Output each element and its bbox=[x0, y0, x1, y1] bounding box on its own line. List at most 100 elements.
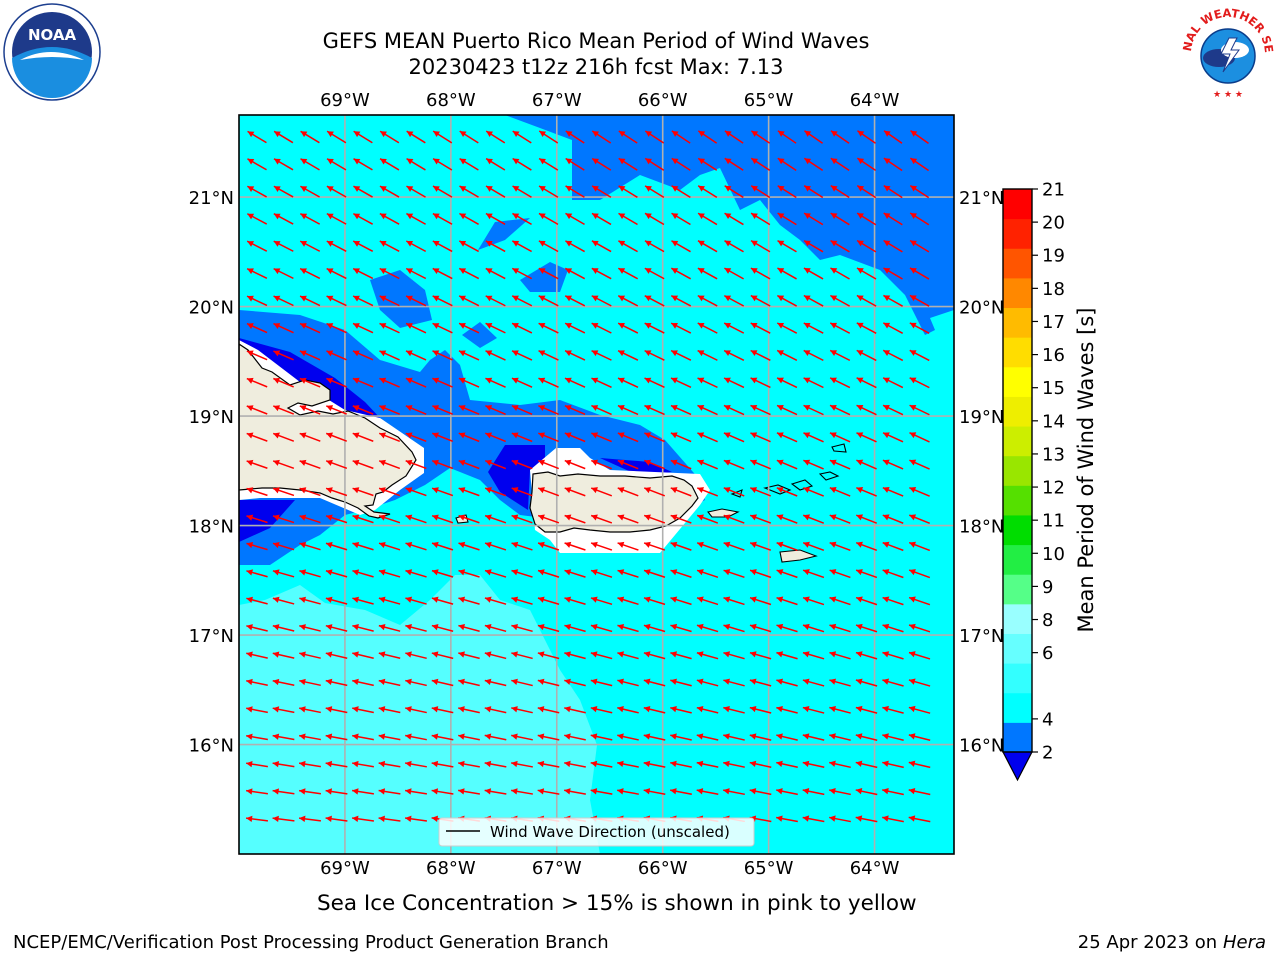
wind-arrow bbox=[829, 733, 851, 741]
lon-label-top: 64°W bbox=[850, 90, 900, 111]
colorbar-segment bbox=[1003, 366, 1032, 397]
wind-arrow bbox=[670, 733, 692, 741]
wind-arrow bbox=[246, 432, 268, 442]
wind-arrow bbox=[590, 514, 613, 524]
wind-arrow bbox=[644, 377, 665, 389]
wind-arrow bbox=[617, 487, 639, 497]
wind-arrow bbox=[643, 788, 666, 795]
wind-arrow bbox=[511, 514, 533, 524]
lon-label-top: 69°W bbox=[320, 90, 370, 111]
wind-arrow bbox=[351, 815, 375, 822]
map-frame bbox=[238, 114, 955, 855]
wind-arrow bbox=[484, 733, 507, 741]
wind-arrow bbox=[537, 651, 560, 660]
wind-arrow bbox=[723, 322, 745, 334]
wind-arrow bbox=[644, 349, 665, 361]
wind-arrow bbox=[723, 377, 745, 389]
wind-arrow bbox=[431, 651, 454, 660]
wind-arrow bbox=[326, 267, 347, 280]
wind-arrow bbox=[405, 624, 427, 632]
wind-arrow bbox=[538, 130, 559, 144]
colorbar-under-extension bbox=[1002, 751, 1033, 782]
wind-arrow bbox=[723, 514, 745, 524]
wind-arrow bbox=[855, 623, 878, 633]
wind-arrow bbox=[882, 432, 904, 443]
wind-arrow bbox=[564, 651, 586, 660]
wind-arrow bbox=[537, 760, 560, 768]
wind-arrow bbox=[590, 706, 613, 714]
wind-arrow bbox=[378, 733, 401, 741]
wind-arrow bbox=[272, 678, 295, 687]
wind-arrow bbox=[273, 130, 294, 144]
wind-arrow bbox=[856, 239, 877, 253]
noaa-logo: NOAA bbox=[3, 3, 101, 101]
wind-arrow bbox=[856, 267, 877, 280]
lon-label-bottom: 67°W bbox=[532, 858, 582, 879]
wind-arrow bbox=[830, 157, 850, 172]
wind-arrow bbox=[458, 760, 480, 768]
wind-arrow bbox=[353, 130, 373, 144]
wind-arrow bbox=[802, 651, 825, 660]
wind-arrow bbox=[830, 212, 850, 226]
wind-arrow bbox=[803, 349, 824, 362]
wind-arrow bbox=[405, 514, 427, 524]
wind-arrow bbox=[458, 514, 480, 524]
wind-arrow bbox=[326, 212, 347, 225]
wind-arrow bbox=[830, 185, 850, 199]
wind-arrow bbox=[325, 514, 348, 524]
wind-arrow bbox=[591, 185, 612, 198]
wind-arrow bbox=[882, 541, 904, 552]
wind-arrow bbox=[909, 404, 930, 416]
wind-arrow bbox=[670, 541, 692, 551]
wind-arrow bbox=[670, 596, 692, 606]
wind-arrow bbox=[855, 705, 878, 714]
wind-arrow bbox=[405, 487, 427, 497]
wind-arrow bbox=[485, 130, 506, 144]
wind-arrow bbox=[484, 623, 507, 633]
wind-arrow bbox=[299, 514, 321, 524]
wind-arrow bbox=[723, 705, 745, 714]
wind-arrow bbox=[777, 185, 797, 199]
wind-arrow bbox=[538, 322, 559, 334]
wind-arrow bbox=[591, 212, 612, 226]
wind-arrow bbox=[272, 788, 295, 795]
wind-arrow bbox=[538, 240, 559, 253]
wind-arrow bbox=[617, 733, 639, 741]
wind-arrow bbox=[618, 240, 638, 253]
wind-arrow bbox=[670, 377, 692, 389]
wind-arrow bbox=[804, 130, 823, 144]
wind-arrow bbox=[273, 267, 294, 280]
wind-arrow bbox=[830, 130, 850, 144]
wind-arrow bbox=[671, 130, 691, 144]
wind-arrow bbox=[591, 157, 612, 171]
wind-arrow bbox=[803, 459, 824, 470]
wind-arrow bbox=[882, 514, 904, 524]
wind-arrow bbox=[379, 405, 400, 415]
colorbar-segment bbox=[1003, 485, 1032, 516]
wind-arrow bbox=[776, 349, 798, 362]
wind-arrow bbox=[272, 459, 295, 469]
wind-arrow bbox=[882, 377, 904, 389]
wind-arrow bbox=[591, 404, 612, 416]
lat-label-left: 17°N bbox=[189, 626, 234, 647]
wind-arrow bbox=[458, 788, 480, 795]
wind-arrow bbox=[750, 487, 771, 497]
wind-arrow bbox=[564, 432, 586, 443]
wind-arrow bbox=[537, 596, 560, 605]
wind-direction-legend: Wind Wave Direction (unscaled) bbox=[438, 817, 755, 847]
wind-arrow bbox=[485, 377, 506, 388]
wind-arrow bbox=[882, 651, 904, 660]
colorbar-tick-label: 13 bbox=[1042, 444, 1065, 465]
wind-arrow bbox=[432, 130, 453, 144]
wind-arrow bbox=[326, 405, 347, 415]
wind-arrow bbox=[406, 130, 426, 144]
wind-arrow bbox=[697, 267, 718, 280]
wind-arrow bbox=[882, 596, 904, 606]
wind-arrow bbox=[776, 651, 798, 660]
wind-arrow bbox=[272, 624, 295, 632]
wind-arrow bbox=[590, 733, 613, 741]
lon-label-bottom: 65°W bbox=[744, 858, 794, 879]
wind-arrow bbox=[564, 541, 586, 551]
wind-arrow bbox=[855, 678, 878, 687]
wind-arrow bbox=[511, 405, 533, 415]
